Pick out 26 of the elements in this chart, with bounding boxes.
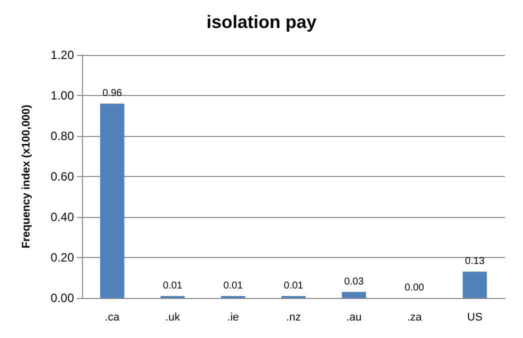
x-tick-label: .au <box>346 312 362 324</box>
x-tick-label: US <box>467 312 482 324</box>
bar <box>462 272 487 298</box>
data-label: 0.01 <box>162 280 183 292</box>
chart-title: isolation pay <box>206 12 317 32</box>
y-tick-label: 0.40 <box>50 210 74 224</box>
data-label: 0.96 <box>102 88 122 100</box>
bar <box>342 292 366 298</box>
data-label: 0.01 <box>284 280 304 292</box>
x-tick-label: .uk <box>165 312 180 324</box>
y-tick-label: 0.60 <box>50 170 74 184</box>
data-label: 0.00 <box>404 282 425 294</box>
y-tick-label: 0.80 <box>50 129 74 143</box>
data-label: 0.03 <box>344 276 364 288</box>
data-label: 0.13 <box>465 256 485 268</box>
y-axis-title: Frequency index (x100,000) <box>20 104 32 248</box>
x-tick-label: .nz <box>286 312 301 324</box>
x-tick-label: .za <box>407 312 423 324</box>
x-tick-label: .ie <box>227 312 239 324</box>
x-tick-label: .ca <box>104 312 120 324</box>
y-tick-label: 0.00 <box>50 291 74 305</box>
y-tick-label: 1.00 <box>50 88 74 102</box>
y-tick-label: 0.20 <box>50 250 74 264</box>
y-tick-label: 1.20 <box>50 48 74 62</box>
bar <box>100 104 124 298</box>
data-label: 0.01 <box>223 280 244 292</box>
